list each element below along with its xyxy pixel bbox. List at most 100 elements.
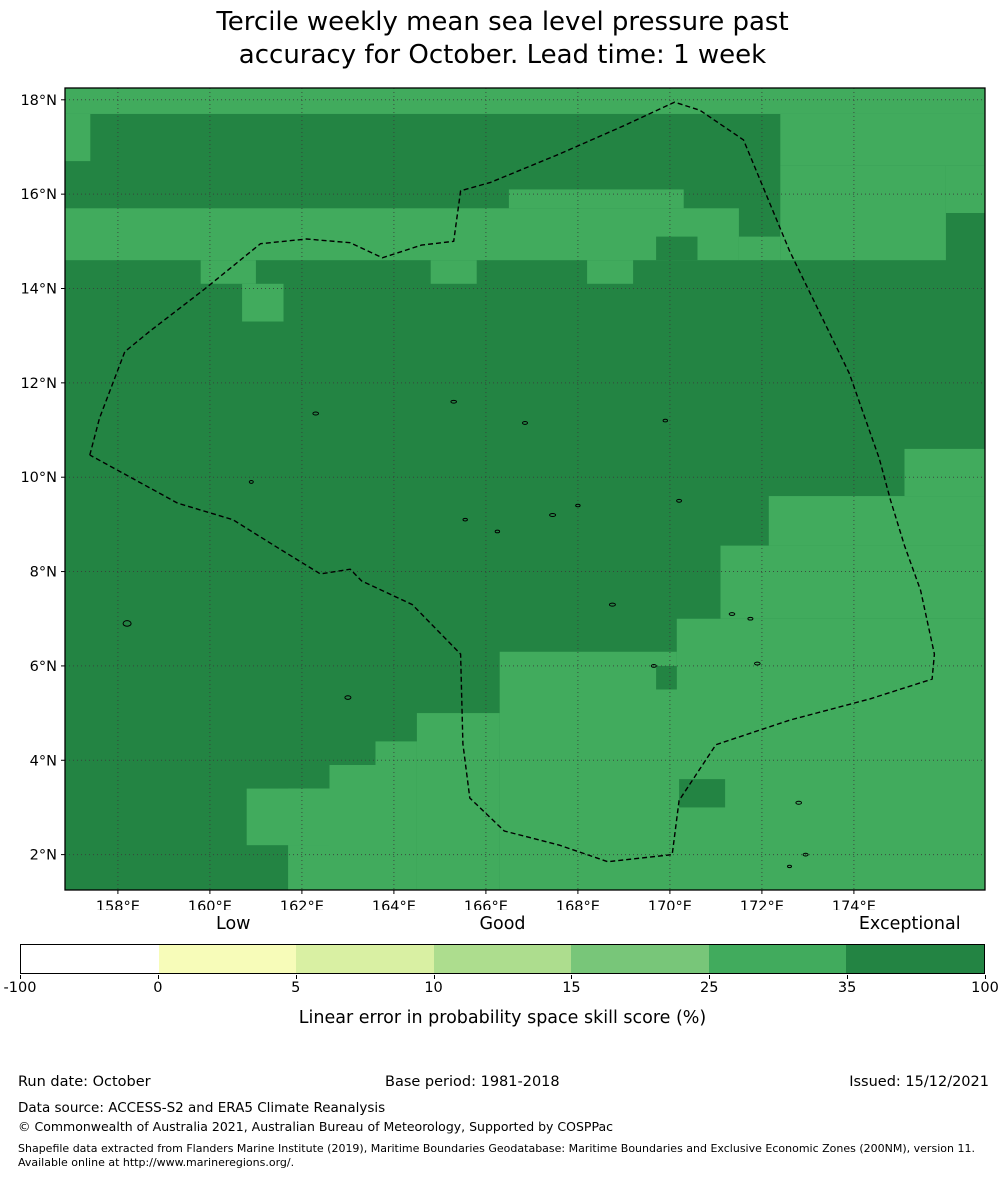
colorbar-segment	[296, 945, 434, 973]
skill-cell	[508, 189, 684, 209]
skill-cell	[416, 713, 500, 890]
colorbar-tick-label: 10	[424, 980, 443, 996]
skill-cell	[242, 283, 284, 322]
island-outline	[549, 512, 557, 517]
island-outline	[312, 411, 320, 416]
colorbar-segment	[433, 945, 572, 973]
skill-cell	[65, 88, 985, 114]
colorbar-tick-label: 0	[153, 980, 163, 996]
skill-cell	[676, 618, 985, 690]
skill-cell	[738, 236, 781, 261]
skill-cell	[499, 689, 985, 890]
colorbar-tick-mark	[571, 975, 573, 979]
base-period-text: Base period: 1981-2018	[385, 1074, 560, 1090]
x-tick-label: 164°E	[372, 899, 416, 910]
skill-cell	[375, 741, 417, 890]
skill-cell	[780, 113, 985, 166]
skill-cell	[656, 665, 677, 690]
skill-cell	[499, 651, 677, 690]
shapefile-note-text: Shapefile data extracted from Flanders M…	[18, 1142, 975, 1169]
x-tick-label: 158°E	[96, 899, 140, 910]
x-tick-label: 160°E	[188, 899, 232, 910]
island-outline	[802, 852, 809, 857]
island-outline	[522, 421, 528, 425]
x-tick-label: 170°E	[648, 899, 692, 910]
colorbar-segment	[158, 945, 297, 973]
island-outline	[795, 800, 803, 805]
map-grid	[65, 88, 985, 890]
island-outline	[787, 864, 792, 869]
colorbar-segment	[21, 945, 159, 973]
y-tick-label: 16°N	[20, 187, 57, 203]
island-outline	[575, 503, 581, 508]
colorbar-segment	[846, 945, 985, 973]
skill-cell	[720, 545, 985, 619]
colorbar-category-label: Low	[216, 914, 251, 934]
x-tick-label: 174°E	[832, 899, 876, 910]
y-tick-label: 12°N	[20, 376, 57, 392]
skill-cell	[587, 260, 634, 284]
map-cells	[65, 88, 985, 890]
skill-cell	[768, 496, 985, 546]
colorbar-tick-mark	[433, 975, 435, 979]
colorbar-tick-mark	[20, 975, 21, 979]
colorbar-tick-label: -100	[3, 980, 37, 996]
colorbar-tick-mark	[295, 975, 297, 979]
y-tick-label: 10°N	[20, 470, 57, 486]
colorbar-tick-mark	[709, 975, 711, 979]
skill-cell	[200, 260, 256, 284]
colorbar-tick-label: 25	[700, 980, 719, 996]
map-border	[64, 87, 986, 891]
skill-cell	[329, 764, 376, 890]
y-tick-label: 4°N	[30, 753, 57, 769]
island-outline	[494, 529, 501, 534]
y-tick-label: 2°N	[30, 848, 57, 864]
colorbar-tick-mark	[985, 975, 986, 979]
island-outline	[608, 602, 616, 607]
x-tick-label: 162°E	[280, 899, 324, 910]
island-outline	[747, 616, 754, 621]
colorbar-tick-label: 5	[291, 980, 301, 996]
island-outline	[450, 399, 458, 404]
colorbar-tick-mark	[157, 975, 159, 979]
colorbar-categories: Low Good Exceptional	[20, 914, 985, 940]
data-source-text: Data source: ACCESS-S2 and ERA5 Climate …	[18, 1100, 386, 1116]
island-outline	[344, 695, 352, 700]
island-outline	[728, 612, 736, 616]
island-outline	[650, 664, 657, 668]
skill-cell	[65, 208, 739, 261]
skill-cell	[945, 165, 985, 214]
skill-cell	[430, 260, 477, 284]
x-tick-label: 166°E	[464, 899, 508, 910]
colorbar-ticks: -100 0 5 10 15 25 35 100	[4, 975, 999, 1001]
skill-cell	[679, 779, 726, 808]
issued-date-text: Issued: 15/12/2021	[849, 1074, 989, 1090]
skill-cell	[65, 113, 91, 162]
skill-cell	[904, 448, 985, 497]
chart-title-line1: Tercile weekly mean sea level pressure p…	[216, 7, 789, 37]
colorbar-category-label: Exceptional	[858, 914, 961, 934]
colorbar-segment	[708, 945, 847, 973]
map-plot: 158°E 160°E 162°E 164°E 166°E 168°E 170°E 172°E…	[20, 87, 986, 910]
chart-title-line2: accuracy for October. Lead time: 1 week	[238, 40, 767, 70]
colorbar-segment	[571, 945, 709, 973]
island-outline	[122, 620, 132, 627]
skill-cell	[246, 788, 330, 846]
chart-title: Tercile weekly mean sea level pressure p…	[0, 6, 1005, 72]
x-tick-label: 172°E	[740, 899, 784, 910]
axis-labels: 158°E 160°E 162°E 164°E 166°E 168°E 170°E 172°E…	[20, 93, 876, 910]
skill-cell	[656, 236, 698, 261]
island-outline	[248, 480, 254, 484]
island-outline	[462, 517, 468, 522]
copyright-text: © Commonwealth of Australia 2021, Austra…	[18, 1119, 613, 1134]
island-outline	[662, 418, 668, 423]
x-tick-label: 168°E	[556, 899, 600, 910]
island-outline	[754, 661, 761, 666]
y-tick-label: 8°N	[30, 565, 57, 581]
colorbar	[20, 944, 985, 974]
y-tick-label: 14°N	[20, 282, 57, 298]
colorbar-category-label: Good	[479, 914, 526, 934]
colorbar-tick-label: 35	[837, 980, 857, 996]
skill-cell	[780, 165, 946, 261]
y-tick-label: 18°N	[20, 93, 57, 109]
